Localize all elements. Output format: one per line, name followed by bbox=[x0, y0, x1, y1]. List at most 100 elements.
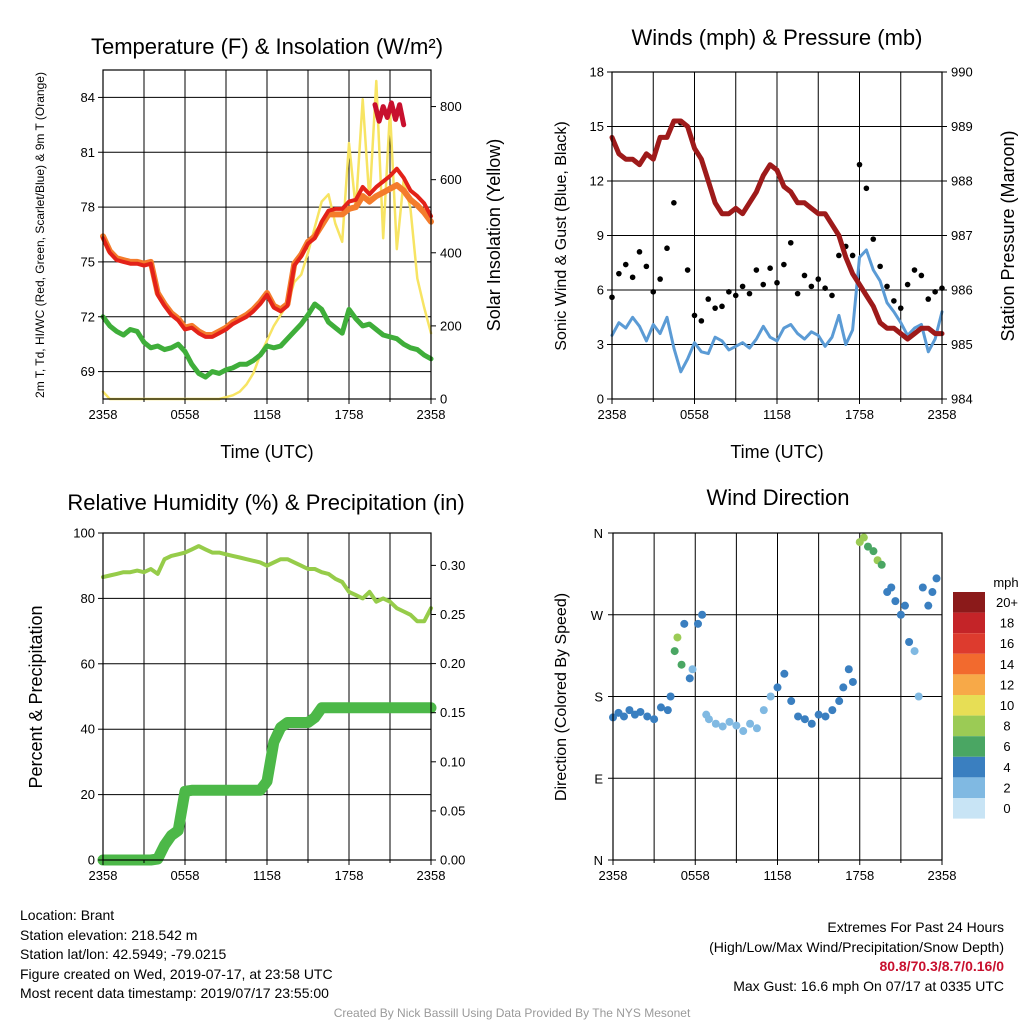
direction-point bbox=[704, 715, 713, 724]
chart-title: Wind Direction bbox=[706, 485, 849, 510]
x-tick-label: 2358 bbox=[928, 407, 957, 422]
gust-point bbox=[829, 292, 835, 299]
y-tick-label: 20 bbox=[81, 787, 95, 802]
direction-point bbox=[752, 724, 761, 733]
gust-point bbox=[767, 265, 773, 272]
gust-point bbox=[884, 283, 890, 290]
y-tick-label: 84 bbox=[81, 90, 95, 105]
y-right-tick-label: 0.15 bbox=[440, 705, 465, 720]
y-tick-label: 18 bbox=[590, 65, 604, 80]
direction-point bbox=[685, 674, 694, 683]
x-tick-label: 1158 bbox=[763, 407, 791, 422]
gust-point bbox=[856, 161, 863, 168]
gust-point bbox=[622, 261, 629, 268]
legend-label: 14 bbox=[1000, 657, 1014, 672]
y-tick-label: 12 bbox=[590, 174, 604, 189]
x-tick-label: 2358 bbox=[598, 407, 627, 422]
direction-point bbox=[746, 719, 755, 728]
direction-point bbox=[924, 601, 933, 610]
direction-point bbox=[859, 533, 868, 542]
legend-swatch bbox=[953, 798, 985, 819]
direction-point bbox=[863, 542, 872, 551]
direction-point bbox=[656, 703, 665, 712]
direction-point bbox=[905, 638, 914, 646]
legend-label: 4 bbox=[1003, 760, 1010, 775]
gust-point bbox=[849, 252, 856, 259]
gust-point bbox=[760, 281, 767, 288]
latlon-text: Station lat/lon: 42.5949; -79.0215 bbox=[20, 946, 227, 962]
gust-point bbox=[698, 318, 705, 324]
y-axis-label: Direction (Colored By Speed) bbox=[553, 593, 570, 801]
gust-point bbox=[650, 289, 657, 295]
x-tick-label: 2358 bbox=[599, 868, 628, 883]
y-tick-label: 75 bbox=[81, 254, 95, 269]
direction-point bbox=[677, 660, 686, 669]
direction-point bbox=[711, 719, 720, 728]
legend-label: 20+ bbox=[996, 595, 1018, 610]
gust-point bbox=[794, 290, 801, 297]
x-tick-label: 1758 bbox=[845, 407, 874, 422]
gust-point bbox=[664, 245, 670, 252]
direction-point bbox=[680, 619, 689, 628]
gust-point bbox=[657, 276, 663, 282]
x-tick-label: 2358 bbox=[89, 407, 118, 422]
y-tick-label: 78 bbox=[81, 200, 95, 215]
direction-point bbox=[828, 706, 837, 715]
y-tick-label: 0 bbox=[88, 853, 95, 868]
direction-point bbox=[780, 669, 789, 678]
y-right-tick-label: 0.30 bbox=[440, 558, 465, 573]
sonic-wind-line bbox=[610, 248, 944, 374]
gust-point bbox=[684, 267, 691, 273]
y-tick-label: 60 bbox=[81, 656, 95, 671]
gust-point bbox=[719, 303, 725, 310]
direction-point bbox=[844, 665, 853, 674]
x-tick-label: 0558 bbox=[681, 868, 710, 883]
legend-label: 0 bbox=[1003, 801, 1010, 816]
gust-point bbox=[739, 283, 746, 290]
direction-point bbox=[759, 706, 768, 715]
y-right-axis-label: Solar Insolation (Yellow) bbox=[484, 139, 504, 331]
x-axis-label: Time (UTC) bbox=[220, 442, 313, 462]
x-tick-label: 1158 bbox=[764, 868, 792, 883]
max-gust-text: Max Gust: 16.6 mph On 07/17 at 0335 UTC bbox=[733, 977, 1004, 994]
y-right-tick-label: 0.10 bbox=[440, 754, 465, 769]
gust-point bbox=[904, 281, 911, 288]
direction-point bbox=[910, 647, 919, 656]
x-axis-label: Time (UTC) bbox=[730, 442, 823, 462]
direction-point bbox=[932, 574, 941, 583]
chart-title: Winds (mph) & Pressure (mb) bbox=[632, 25, 923, 50]
gust-point bbox=[732, 292, 739, 299]
y-right-tick-label: 988 bbox=[951, 174, 973, 189]
legend-swatch bbox=[953, 653, 985, 675]
gust-point bbox=[918, 272, 925, 279]
gust-point bbox=[774, 279, 780, 286]
legend-label: 8 bbox=[1003, 719, 1010, 734]
y-right-tick-label: 200 bbox=[440, 318, 462, 333]
humidity-panel: 2358 0558 1158 1758 23580204060801000.000.05… bbox=[26, 490, 465, 883]
y-tick-label: 72 bbox=[81, 309, 95, 324]
chart-title: Relative Humidity (%) & Precipitation (i… bbox=[67, 490, 464, 515]
y-right-tick-label: 400 bbox=[440, 245, 462, 260]
gust-point bbox=[726, 289, 732, 295]
winds-panel: 2358 0558 1158 1758 235803691215189849859869… bbox=[553, 25, 1018, 462]
y-axis-label: Sonic Wind & Gust (Blue, Black) bbox=[553, 121, 570, 350]
y-tick-label: 9 bbox=[597, 228, 604, 243]
direction-point bbox=[839, 683, 848, 692]
x-tick-label: 2358 bbox=[417, 868, 446, 883]
legend-swatch bbox=[953, 633, 985, 654]
direction-point bbox=[693, 619, 702, 628]
gust-point bbox=[870, 236, 877, 242]
gust-point bbox=[643, 263, 650, 270]
direction-point bbox=[725, 717, 734, 726]
gust-point bbox=[705, 296, 712, 302]
direction-point bbox=[848, 677, 857, 686]
extremes-title: Extremes For Past 24 Hours bbox=[827, 919, 1004, 935]
legend-swatch bbox=[953, 756, 985, 778]
y-right-axis-label: Station Pressure (Maroon) bbox=[998, 130, 1018, 341]
direction-point bbox=[807, 719, 816, 728]
heat-index-line bbox=[372, 100, 407, 128]
direction-point bbox=[887, 583, 896, 592]
legend-swatch bbox=[953, 715, 985, 737]
gust-point bbox=[808, 283, 815, 290]
y-axis-label: Percent & Precipitation bbox=[26, 605, 46, 788]
